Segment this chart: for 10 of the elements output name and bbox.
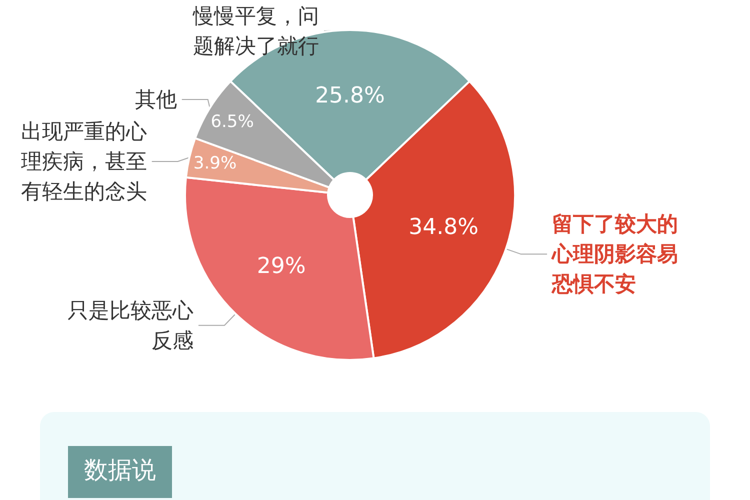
slice-label: 留下了较大的心理阴影容易恐惧不安 xyxy=(551,212,678,296)
slice-label: 其他 xyxy=(134,87,177,112)
data-label: 29% xyxy=(256,254,306,279)
data-label: 25.8% xyxy=(315,84,385,108)
card: 数据说 xyxy=(40,412,710,500)
slice-label: 只是比较恶心反感 xyxy=(67,298,194,352)
data-label: 6.5% xyxy=(210,112,254,132)
slice-label: 出现严重的心理疾病，甚至有轻生的念头 xyxy=(20,119,147,204)
data-label: 3.9% xyxy=(193,153,237,174)
data-label: 34.8% xyxy=(408,214,479,240)
